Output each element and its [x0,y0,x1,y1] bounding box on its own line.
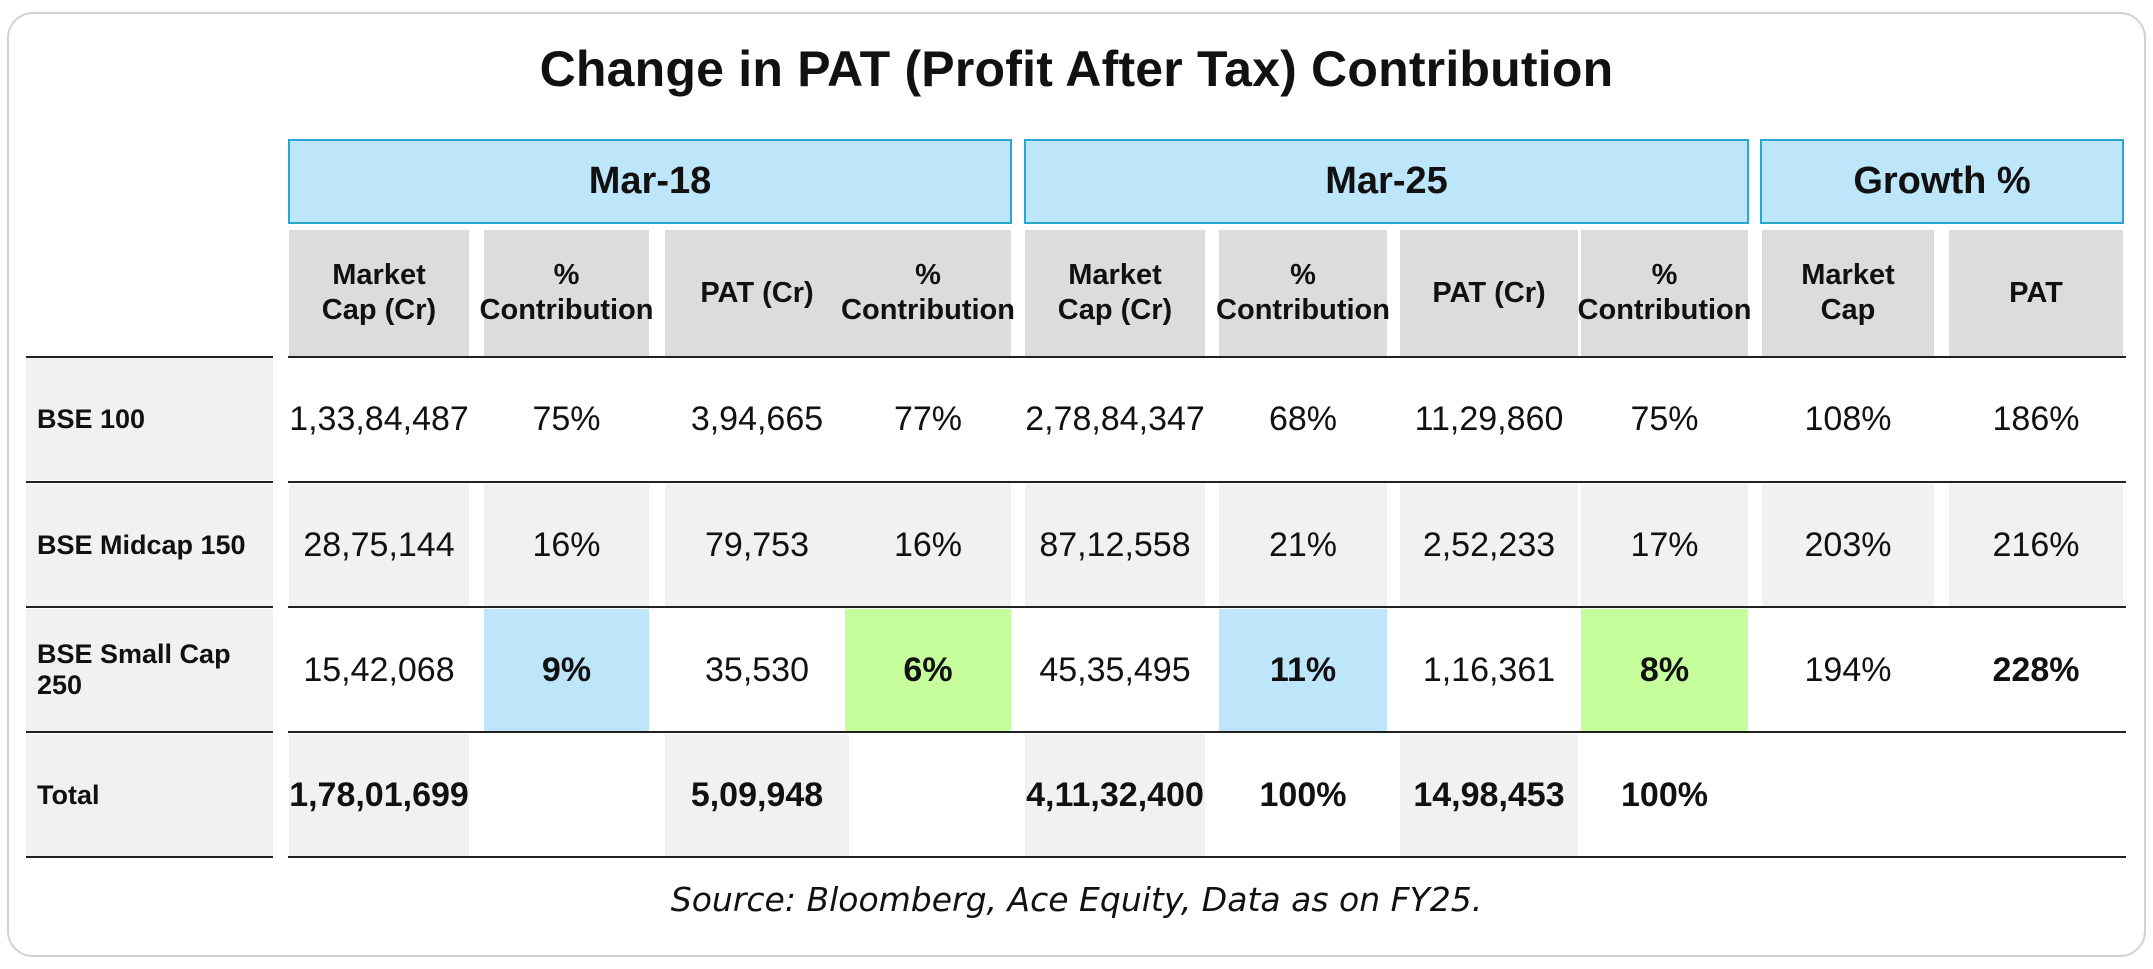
table-cell: 216% [1949,484,2123,606]
table-cell: 15,42,068 [303,650,455,689]
table-cell: 87,12,558 [1025,484,1205,606]
table-cell: 108% [1804,399,1892,438]
table-cell: 2,78,84,347 [1025,399,1205,438]
table-title: Change in PAT (Profit After Tax) Contrib… [539,41,1614,97]
column-header-3: % Contribution [841,230,1015,356]
column-header-9: PAT [1949,230,2123,356]
table-cell: 9% [484,609,649,731]
column-header-line: Cap (Cr) [1057,294,1173,326]
group-header-mar-18: Mar-18 [288,139,1012,224]
table-cell: 28,75,144 [289,484,469,606]
table-cell: 1,78,01,699 [289,734,469,856]
table-cell [484,734,649,856]
column-header-line: % [1290,259,1316,292]
table-cell: 75% [1630,399,1699,438]
column-header-7: % Contribution [1578,230,1751,356]
column-header-line: Cap (Cr) [321,294,437,326]
table-cell: 203% [1762,484,1934,606]
table-cell: 75% [532,399,601,438]
row-rule [26,481,273,483]
column-header-line: Contribution [479,294,654,326]
row-label: BSE Small Cap 250 [26,609,273,731]
table-cell: 1,33,84,487 [289,399,469,438]
row-rule [288,856,2126,858]
column-header-line: PAT [2009,276,2063,309]
column-header-8: Market Cap [1762,230,1934,356]
table-cell: 1,16,361 [1422,650,1556,689]
group-header-mar-25: Mar-25 [1024,139,1749,224]
column-header-4: Market Cap (Cr) [1025,230,1205,356]
column-header-2: PAT (Cr) [665,230,849,356]
column-header-line: Market [1801,259,1895,292]
table-cell: 6% [845,609,1011,731]
table-cell: 11% [1219,609,1387,731]
column-header-line: Contribution [1577,294,1752,326]
table-cell: 45,35,495 [1039,650,1191,689]
table-cell: 186% [1992,399,2080,438]
column-header-line: % [553,259,580,292]
table-cell: 100% [1259,775,1347,814]
table-cell: 11,29,860 [1414,399,1564,438]
table-cell: 16% [484,484,649,606]
column-header-line: Contribution [1216,294,1390,326]
table-cell [845,734,1011,856]
row-rule [288,606,2126,608]
column-header-0: Market Cap (Cr) [289,230,469,356]
table-cell: 17% [1581,484,1748,606]
column-header-6: PAT (Cr) [1400,230,1578,356]
row-rule [288,731,2126,733]
column-header-line: Contribution [841,294,1015,326]
table-cell [1949,734,2123,856]
table-cell: 79,753 [665,484,849,606]
table-cell: 77% [893,399,963,438]
table-cell: 68% [1268,399,1338,438]
row-rule [26,731,273,733]
column-header-5: % Contribution [1216,230,1390,356]
table-cell: 100% [1621,775,1708,814]
row-rule [288,356,2126,358]
column-header-line: Cap [1820,294,1876,326]
column-header-line: Market [332,259,426,292]
column-header-line: Market [1068,259,1162,292]
table-cell: 14,98,453 [1400,734,1578,856]
column-header-line: % [915,259,941,292]
column-header-line: PAT (Cr) [1432,276,1546,309]
table-cell: 8% [1581,609,1748,731]
row-rule [26,356,273,358]
row-rule [26,606,273,608]
column-header-1: % Contribution [480,230,653,356]
table-cell: 21% [1219,484,1387,606]
row-rule [288,481,2126,483]
table-cell: 228% [1992,650,2080,689]
source-note: Source: Bloomberg, Ace Equity, Data as o… [670,880,1483,919]
row-label: BSE Midcap 150 [26,484,273,606]
table-cell: 5,09,948 [665,734,849,856]
table-cell: 194% [1804,650,1892,689]
table-cell: 4,11,32,400 [1025,734,1205,856]
column-header-line: PAT (Cr) [700,276,814,309]
row-label: Total [26,734,273,856]
column-header-line: % [1651,259,1678,292]
group-header-growth: Growth % [1760,139,2124,224]
table-cell [1762,734,1934,856]
row-label: BSE 100 [26,358,273,480]
table-cell: 2,52,233 [1400,484,1578,606]
table-cell: 35,530 [705,650,809,689]
table-cell: 3,94,665 [690,399,824,438]
row-rule [26,856,273,858]
table-cell: 16% [845,484,1011,606]
